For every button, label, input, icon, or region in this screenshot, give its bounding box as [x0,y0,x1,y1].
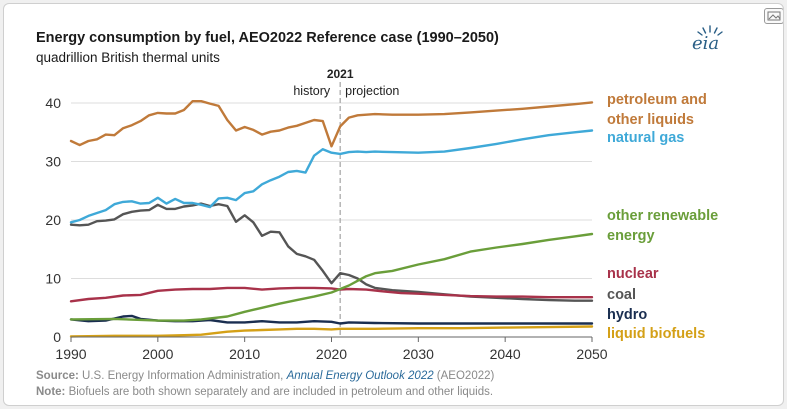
source-publication: Annual Energy Outlook 2022 [286,370,434,382]
legend-label-hydro: hydro [607,307,647,323]
y-tick-label: 0 [53,329,61,345]
eia-logo: eia [690,24,730,58]
logo-text: eia [692,33,720,54]
chart-panel: Energy consumption by fuel, AEO2022 Refe… [3,3,784,406]
x-tick-label: 2000 [142,346,173,362]
series-line-coal [69,202,594,302]
series-line-renewable [69,232,594,322]
legend-label-biofuels: liquid biofuels [607,326,705,342]
y-tick-label: 10 [45,271,61,287]
series-line-petroleum [69,99,594,148]
legend-label-coal: coal [607,287,636,303]
x-tick-label: 2030 [403,346,434,362]
series-line-biofuels [69,325,594,338]
x-tick-label: 2020 [316,346,347,362]
divider-year-label: 2021 [327,67,354,81]
x-tick-label: 1990 [55,346,86,362]
x-tick-label: 2040 [490,346,521,362]
legend-label-petroleum: petroleum and [607,92,707,108]
series-line-nuclear [69,286,594,303]
x-tick-label: 2050 [576,346,607,362]
series-line-hydro [69,314,594,325]
note-label: Note: [36,386,66,398]
legend-label-renewable: other renewable [607,208,718,224]
source-suffix: (AEO2022) [433,370,495,382]
y-tick-label: 20 [45,212,61,228]
note-text: Biofuels are both shown separately and a… [65,386,494,398]
chart-subtitle: quadrillion British thermal units [36,50,220,65]
expand-image-button[interactable] [764,8,783,24]
sunburst-icon [697,25,723,36]
legend-label-renewable: energy [607,228,655,244]
footnote: Note: Biofuels are both shown separately… [36,386,493,398]
legend-label-natural-gas: natural gas [607,130,684,146]
y-tick-label: 30 [45,154,61,170]
source-text: U.S. Energy Information Administration, [78,370,287,382]
source-label: Source: [36,370,79,382]
history-label: history [293,84,331,98]
chart-title: Energy consumption by fuel, AEO2022 Refe… [36,30,499,46]
source-note: Source: U.S. Energy Information Administ… [36,370,494,382]
image-icon [767,11,781,21]
projection-label: projection [345,84,399,98]
series-line-natural-gas [69,129,594,224]
legend-label-petroleum: other liquids [607,112,694,128]
legend-label-nuclear: nuclear [607,266,659,282]
x-tick-label: 2010 [229,346,260,362]
y-tick-label: 40 [45,95,61,111]
